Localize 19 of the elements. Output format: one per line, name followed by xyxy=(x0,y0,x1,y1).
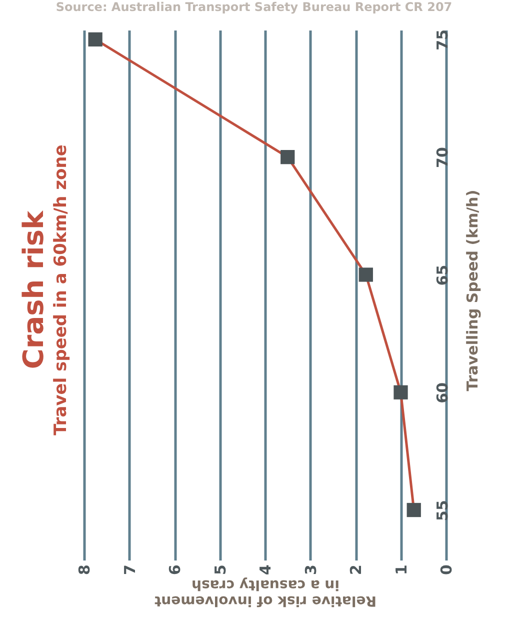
x-tick-label: 6 xyxy=(166,564,184,575)
x-tick-label: 2 xyxy=(347,564,365,575)
y-axis-title: Travelling Speed (km/h) xyxy=(464,190,482,392)
source-note: Source: Australian Transport Safety Bureau Report CR 207 xyxy=(54,0,454,15)
x-axis-title: Relative risk of involvement in a casualty crash xyxy=(154,576,376,608)
x-tick-label: 1 xyxy=(392,564,410,575)
y-tick-label: 65 xyxy=(434,264,452,286)
x-tick-label: 4 xyxy=(256,564,274,575)
y-tick-label: 55 xyxy=(434,500,452,521)
x-tick-label: 3 xyxy=(302,564,320,575)
x-tick-label: 8 xyxy=(76,564,94,575)
y-tick-label: 60 xyxy=(434,382,452,404)
text: Crash risk xyxy=(17,209,50,370)
y-tick-label: 70 xyxy=(434,147,452,168)
x-tick-label: 7 xyxy=(120,564,139,575)
text: Travel speed in a 60km/h zone xyxy=(51,144,71,436)
x-tick-label: 5 xyxy=(211,564,230,575)
y-tick-label: 75 xyxy=(434,29,452,50)
x-tick-label: 0 xyxy=(438,564,456,575)
